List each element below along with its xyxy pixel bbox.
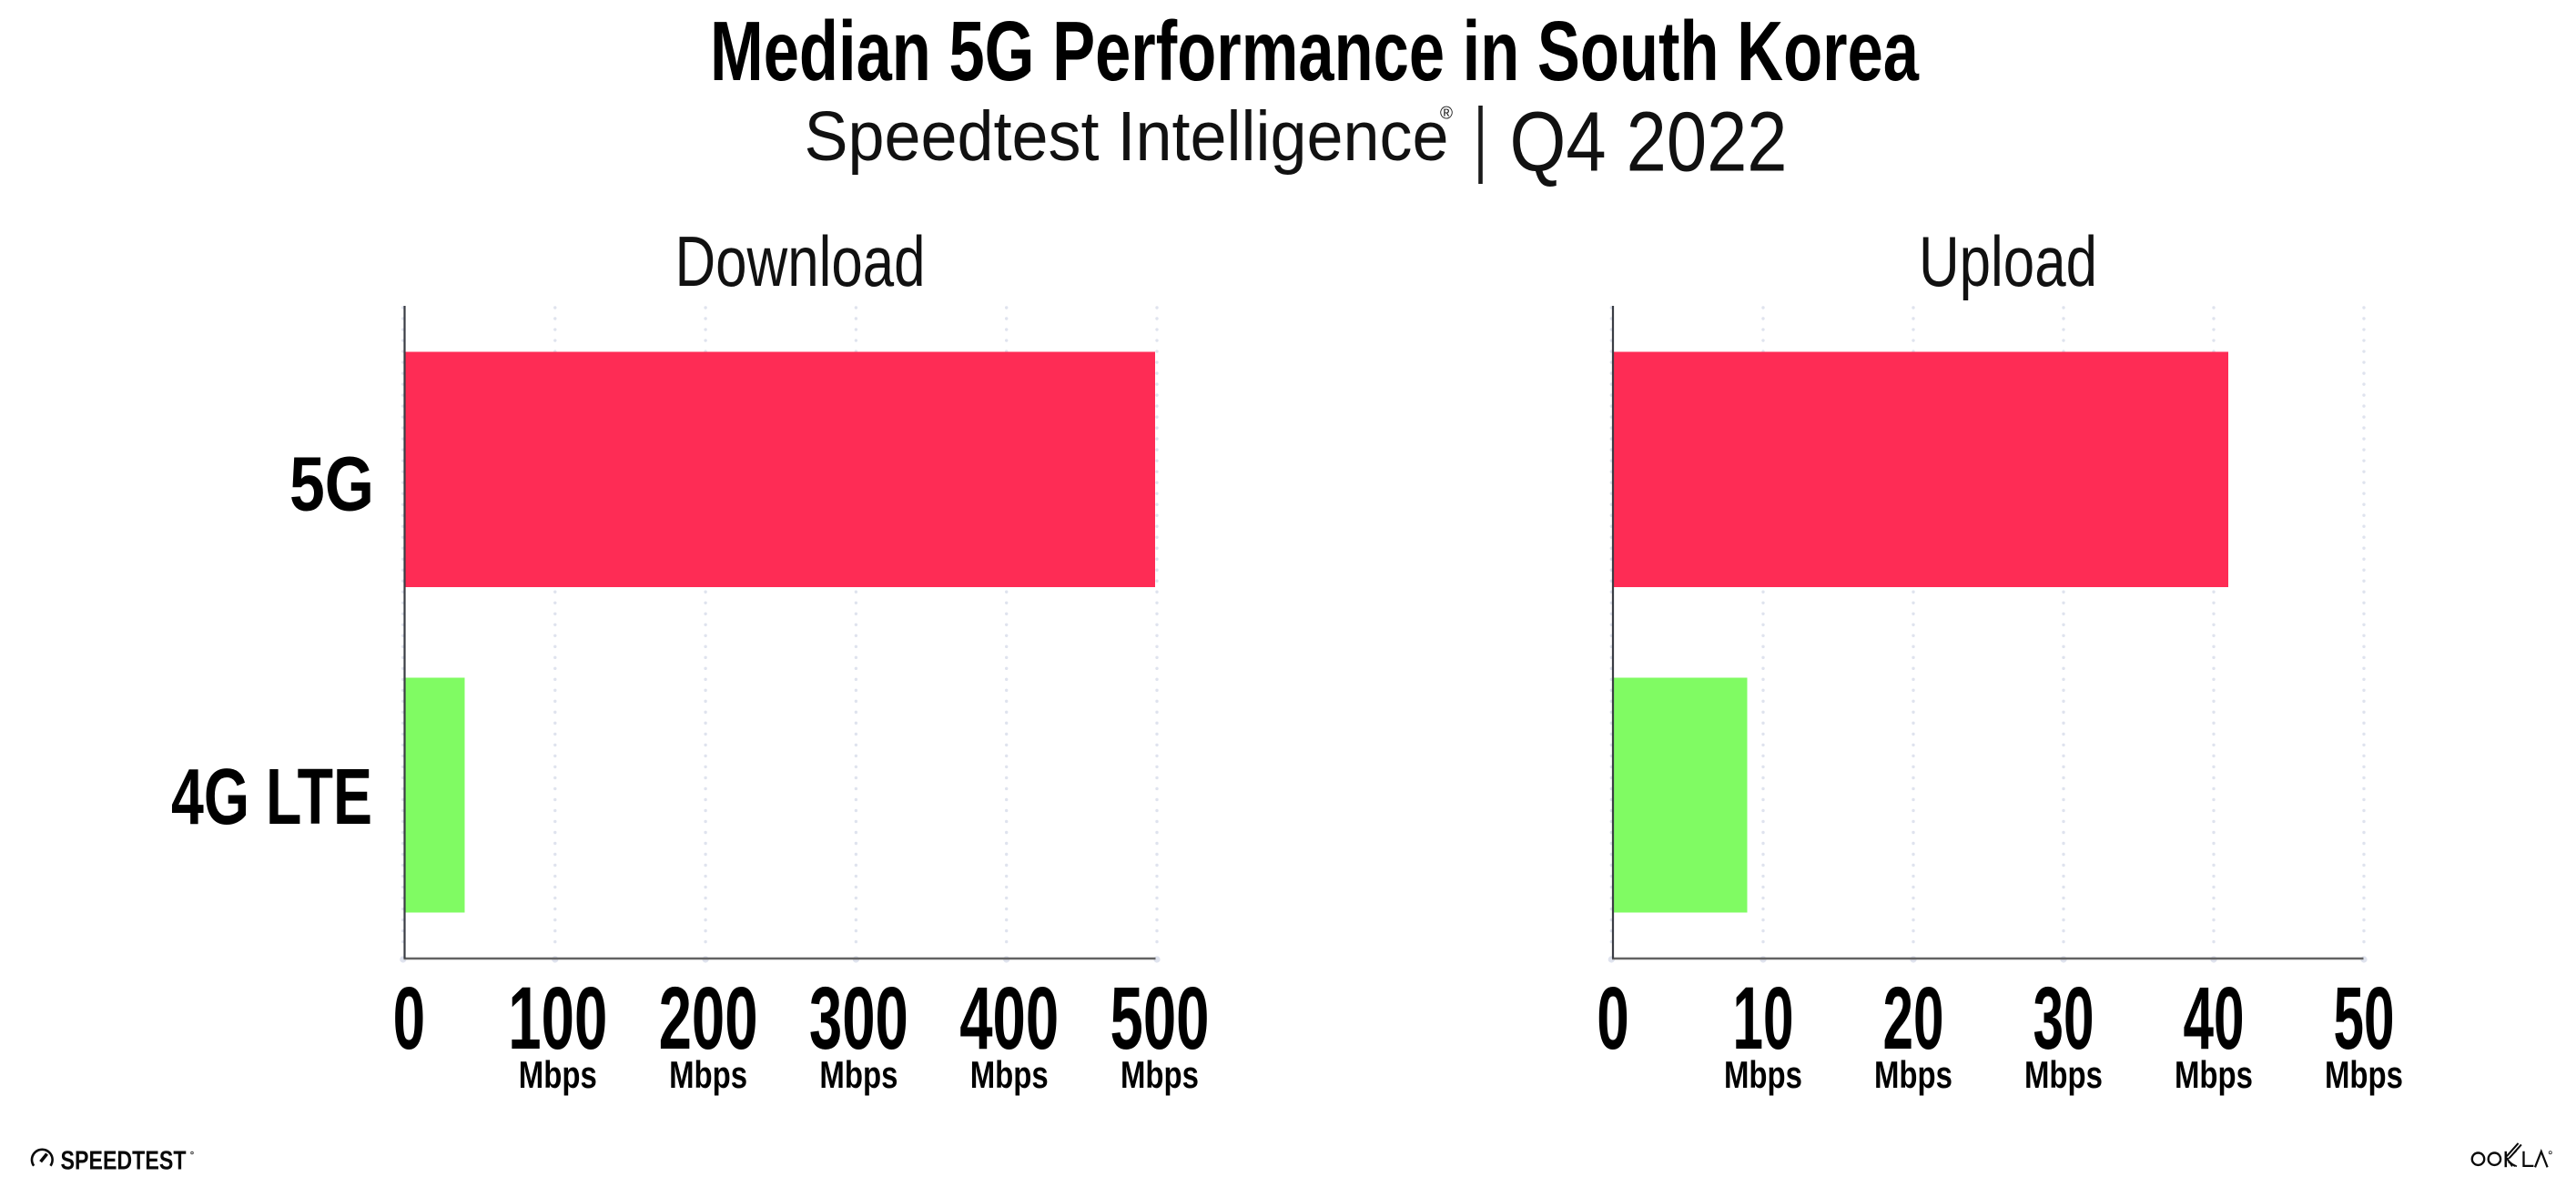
svg-text:SPEEDTEST: SPEEDTEST: [61, 1147, 187, 1176]
svg-text:Speedtest Intelligence: Speedtest Intelligence: [805, 97, 1449, 176]
svg-text:300: 300: [809, 969, 908, 1068]
svg-text:20: 20: [1883, 969, 1944, 1068]
svg-text:Upload: Upload: [1919, 221, 2097, 301]
svg-text:Mbps: Mbps: [2175, 1053, 2253, 1096]
svg-text:Mbps: Mbps: [2024, 1053, 2103, 1096]
svg-text:50: 50: [2334, 969, 2395, 1068]
svg-text:40: 40: [2184, 969, 2245, 1068]
svg-text:0: 0: [393, 969, 426, 1068]
svg-text:Mbps: Mbps: [2325, 1053, 2403, 1096]
svg-text:Mbps: Mbps: [669, 1053, 747, 1096]
svg-text:500: 500: [1111, 969, 1210, 1068]
svg-text:Mbps: Mbps: [1121, 1053, 1199, 1096]
svg-text:4G LTE: 4G LTE: [171, 753, 372, 841]
svg-text:200: 200: [659, 969, 758, 1068]
svg-text:400: 400: [959, 969, 1059, 1068]
svg-text:Mbps: Mbps: [519, 1053, 597, 1096]
svg-text:Q4 2022: Q4 2022: [1510, 94, 1788, 188]
svg-text:Download: Download: [675, 221, 926, 301]
svg-text:10: 10: [1733, 969, 1794, 1068]
svg-text:5G: 5G: [289, 441, 374, 527]
svg-text:Mbps: Mbps: [1874, 1053, 1952, 1096]
svg-text:Mbps: Mbps: [970, 1053, 1049, 1096]
svg-text:Mbps: Mbps: [819, 1053, 898, 1096]
svg-text:30: 30: [2033, 969, 2094, 1068]
svg-text:100: 100: [508, 969, 607, 1068]
svg-text:Median 5G Performance in South: Median 5G Performance in South Korea: [710, 4, 1920, 98]
svg-text:®: ®: [1440, 105, 1453, 124]
svg-text:0: 0: [1597, 969, 1629, 1068]
svg-text:Mbps: Mbps: [1724, 1053, 1802, 1096]
